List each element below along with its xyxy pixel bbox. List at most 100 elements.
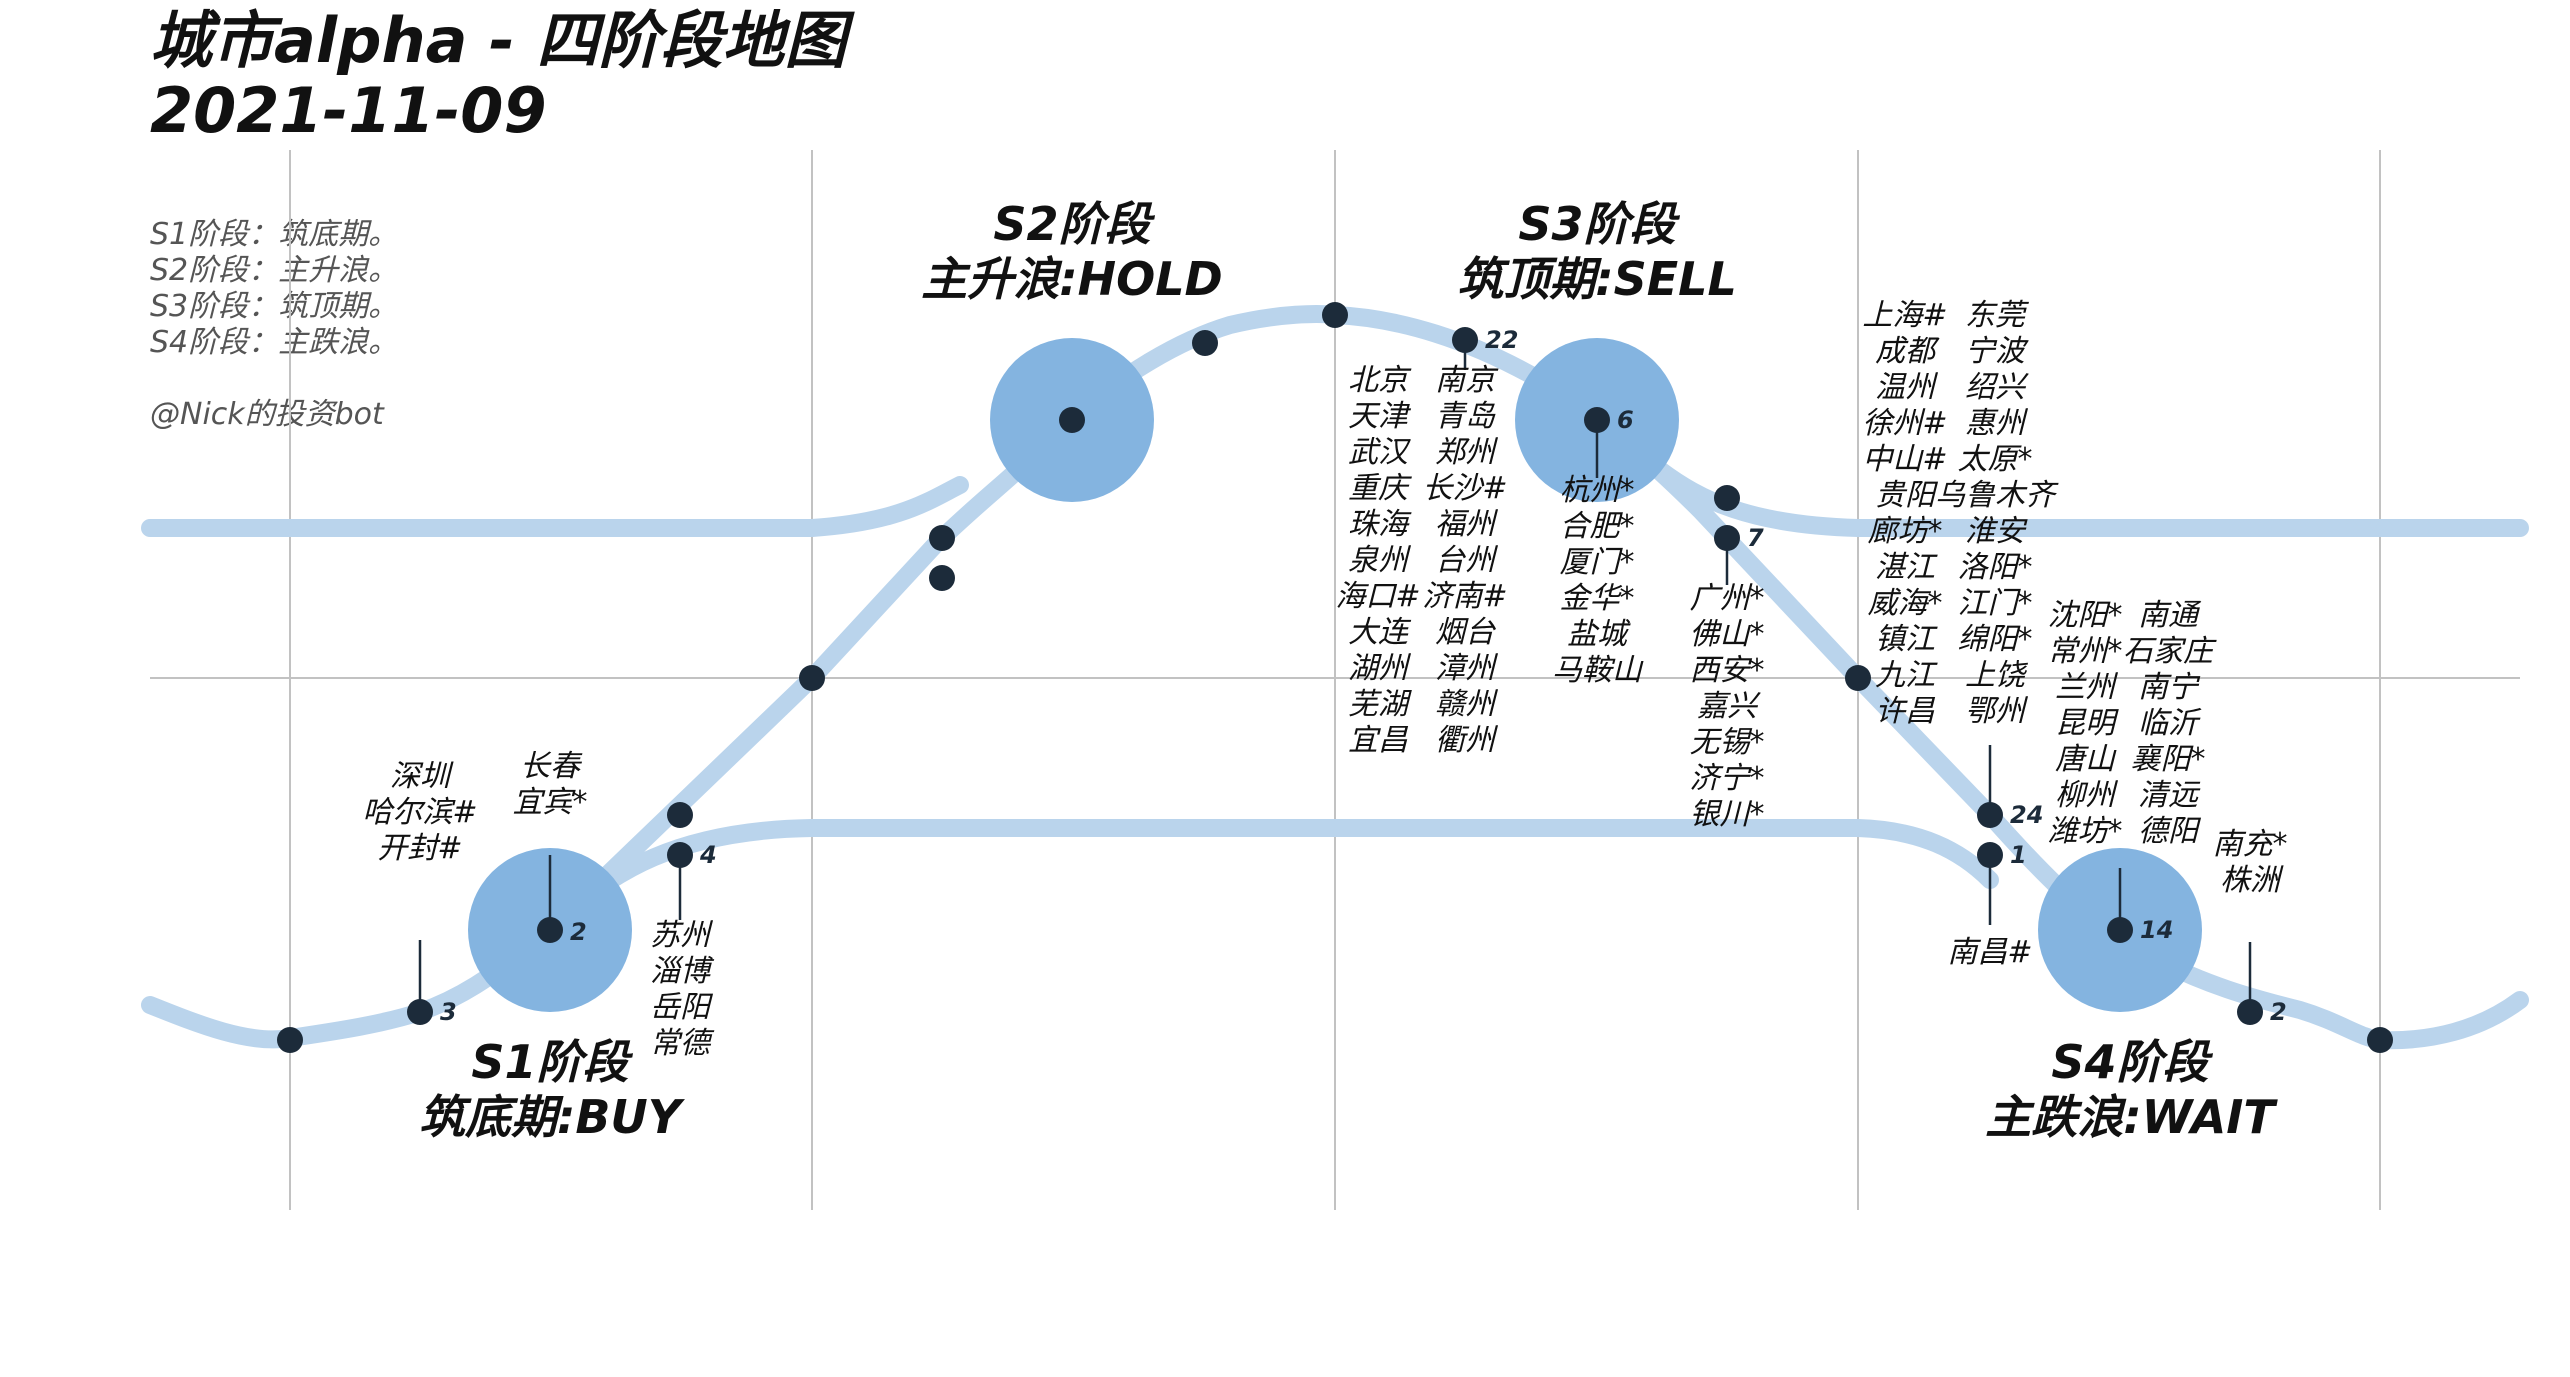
city-label: 淮安: [1965, 514, 2028, 549]
city-label: 南充*: [2213, 827, 2288, 862]
legend-author: @Nick的投资bot: [150, 397, 385, 432]
stage-s3-action: 筑顶期:SELL: [1457, 252, 1737, 306]
city-label: 贵阳: [1875, 478, 1939, 513]
city-label: 南昌#: [1947, 935, 2032, 970]
city-label: 芜湖: [1348, 687, 1412, 722]
city-label: 常德: [650, 1026, 715, 1061]
city-label: 乌鲁木齐: [1935, 478, 2059, 513]
legend-s2: S2阶段：主升浪。: [150, 253, 398, 288]
city-label: 济宁*: [1690, 761, 1765, 796]
count-s4-left-24: 24: [2010, 801, 2043, 829]
city-label: 广州*: [1690, 581, 1765, 616]
city-label: 南宁: [2138, 670, 2201, 705]
city-label: 合肥*: [1560, 509, 1635, 544]
city-label: 上饶: [1965, 658, 2028, 693]
city-label: 马鞍山: [1552, 653, 1644, 688]
city-label: 株洲: [2220, 863, 2284, 898]
city-label: 武汉: [1348, 435, 1411, 470]
city-label: 柳州: [2055, 778, 2119, 813]
city-label: 东莞: [1965, 298, 2029, 333]
stage-titles: S1阶段 筑底期:BUY S2阶段 主升浪:HOLD S3阶段 筑顶期:SELL…: [419, 197, 2278, 1144]
city-label: 北京: [1348, 363, 1412, 398]
dot-s1-right-upper: [667, 802, 693, 828]
city-label: 鄂州: [1965, 694, 2029, 729]
city-label: 威海*: [1868, 586, 1943, 621]
legend-s3: S3阶段：筑顶期。: [150, 289, 398, 324]
dot-s1-left-3: [407, 999, 433, 1025]
city-label: 济南#: [1422, 579, 1507, 614]
city-label: 衢州: [1435, 723, 1499, 758]
city-label: 重庆: [1348, 471, 1412, 506]
city-label: 德阳: [2138, 814, 2202, 849]
dot-s4-center: [2107, 917, 2133, 943]
city-label: 苏州: [650, 918, 714, 953]
city-label: 湛江: [1875, 550, 1938, 585]
dot-s1-s2-cross: [799, 665, 825, 691]
city-label: 金华*: [1560, 581, 1635, 616]
stage-s1-action: 筑底期:BUY: [419, 1090, 686, 1144]
city-label: 盐城: [1567, 617, 1631, 652]
dot-peak: [1322, 302, 1348, 328]
city-label: 绵阳*: [1958, 622, 2033, 657]
city-label: 沈阳*: [2048, 598, 2123, 633]
city-label: 淄博: [650, 954, 715, 989]
city-label: 漳州: [1435, 651, 1499, 686]
city-label: 珠海: [1348, 507, 1412, 542]
city-label: 石家庄: [2123, 634, 2217, 669]
city-label: 宜昌: [1348, 723, 1409, 758]
count-s3-right: 7: [1747, 524, 1764, 552]
dot-s4-right-2: [2237, 999, 2263, 1025]
city-label: 海口#: [1335, 579, 1420, 614]
city-label: 嘉兴: [1697, 689, 1761, 724]
city-label: 福州: [1435, 507, 1499, 542]
city-label: 兰州: [2055, 670, 2119, 705]
city-label: 宜宾*: [513, 785, 588, 820]
city-label: 厦门*: [1560, 545, 1635, 580]
city-label: 天津: [1348, 399, 1412, 434]
city-label: 佛山*: [1690, 617, 1765, 652]
city-label: 昆明: [2055, 706, 2119, 741]
city-label: 哈尔滨#: [362, 795, 477, 830]
dot-s2-center: [1059, 407, 1085, 433]
dot-s2-right: [1192, 330, 1218, 356]
title-line-2: 2021-11-09: [150, 74, 547, 147]
city-label: 南通: [2138, 598, 2202, 633]
dot-s3-s4-cross: [1845, 665, 1871, 691]
lower-track: [541, 819, 1999, 939]
title-line-1: 城市alpha - 四阶段地图: [150, 4, 855, 77]
dots: [277, 302, 2393, 1053]
count-s1-right: 4: [699, 841, 717, 869]
count-s4-right: 2: [2270, 998, 2287, 1026]
city-label: 清远: [2138, 778, 2201, 813]
dot-s3-right-7: [1714, 525, 1740, 551]
count-s1: 2: [570, 918, 587, 946]
city-label: 潍坊*: [2048, 814, 2123, 849]
city-label: 岳阳: [650, 990, 714, 1025]
city-label: 温州: [1875, 370, 1939, 405]
city-label: 无锡*: [1690, 725, 1765, 760]
city-label: 徐州#: [1862, 406, 1947, 441]
city-label: 唐山: [2055, 742, 2117, 777]
dot-left-end: [277, 1027, 303, 1053]
city-label: 上海#: [1862, 298, 1947, 333]
dot-s2-peak-22: [1452, 327, 1478, 353]
legend-s4: S4阶段：主跌浪。: [150, 325, 398, 360]
city-label: 洛阳*: [1958, 550, 2033, 585]
dot-s3-center: [1584, 407, 1610, 433]
dot-s3-right-upper: [1714, 485, 1740, 511]
count-s2-peak: 22: [1485, 326, 1518, 354]
city-label: 烟台: [1435, 615, 1497, 650]
city-label: 长沙#: [1422, 471, 1507, 506]
dot-s1-center: [537, 917, 563, 943]
city-label: 廊坊*: [1868, 514, 1943, 549]
dot-s4-left-24: [1977, 802, 2003, 828]
city-label: 郑州: [1435, 435, 1499, 470]
stage-s4-name: S4阶段: [2051, 1035, 2213, 1089]
